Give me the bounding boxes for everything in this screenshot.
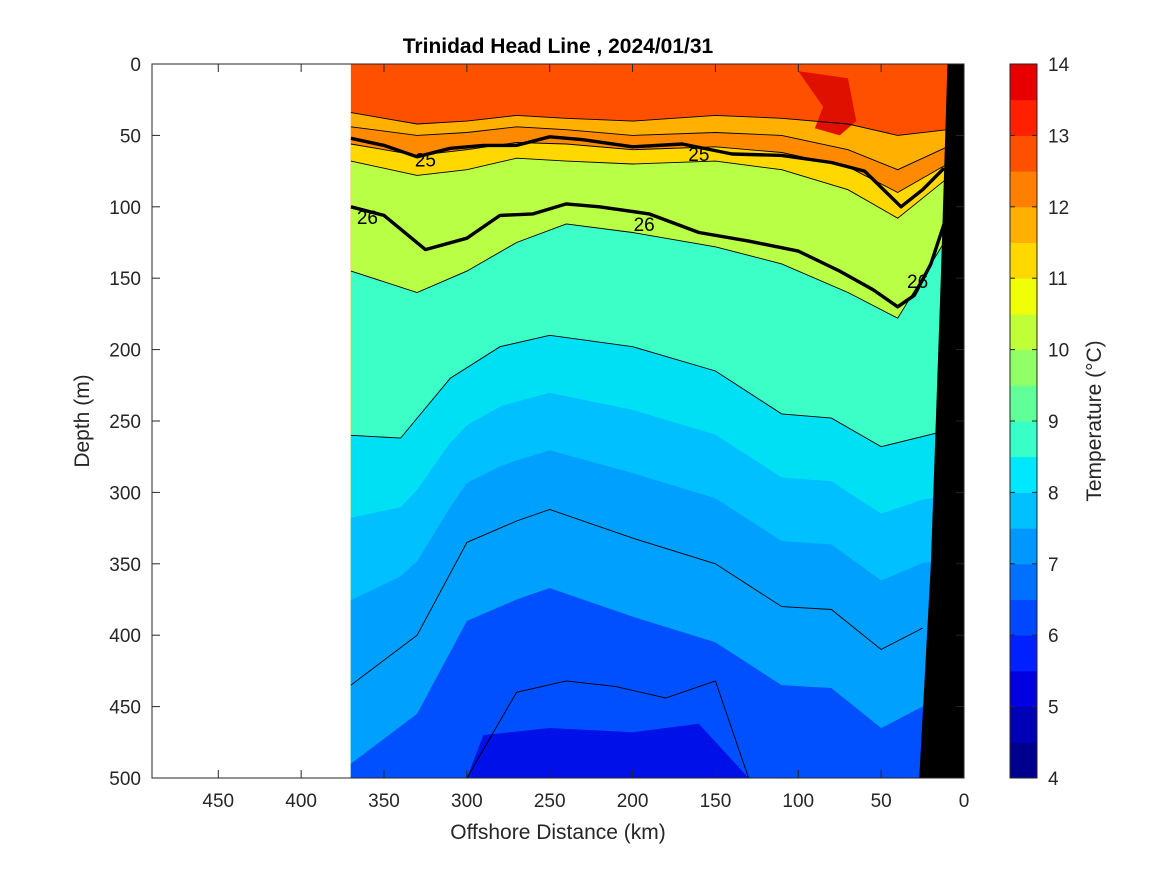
isotherm-line <box>350 112 948 136</box>
y-tick-label: 50 <box>120 126 141 147</box>
colorbar-segment <box>1010 670 1037 708</box>
colorbar-segment <box>1010 171 1037 208</box>
y-tick-label: 300 <box>109 483 141 504</box>
y-tick-label: 350 <box>109 555 141 576</box>
isotherm-line <box>350 509 923 686</box>
y-tick-label: 400 <box>109 626 141 647</box>
colorbar-segment <box>1010 635 1037 672</box>
contour-label: 26 <box>357 208 378 229</box>
isotherm-line <box>350 157 948 219</box>
y-tick-label: 100 <box>109 198 141 219</box>
contour-label: 25 <box>415 151 436 172</box>
isopycnal-contours: 25 25 26 26 26 <box>350 135 946 309</box>
temperature-field <box>350 64 964 778</box>
colorbar-segment <box>1010 99 1037 136</box>
colorbar-segment <box>1010 421 1037 458</box>
contour-label: 25 <box>688 145 709 166</box>
colorbar-segment <box>1010 278 1037 315</box>
axes: 450 400 350 300 250 200 150 100 50 00501001502002… <box>109 55 969 812</box>
y-tick-label: 150 <box>109 269 141 290</box>
colorbar-segment <box>1010 599 1037 636</box>
y-tick-label: 450 <box>109 698 141 719</box>
colorbar-tick-label: 11 <box>1048 269 1068 290</box>
colorbar-segment <box>1010 706 1037 743</box>
colorbar-segment <box>1010 242 1037 279</box>
isotherm-line <box>350 126 948 171</box>
colorbar-label: Temperature (°C) <box>1083 340 1106 501</box>
contour-label: 26 <box>634 215 655 236</box>
colorbar-tick-label: 9 <box>1048 412 1059 433</box>
x-axis-label: Offshore Distance (km) <box>450 821 666 844</box>
x-tick-label: 350 <box>368 791 400 812</box>
x-tick-label: 300 <box>451 791 483 812</box>
x-tick-label: 150 <box>700 791 732 812</box>
temperature-band-13_5 <box>798 71 857 136</box>
y-tick-label: 500 <box>109 769 141 790</box>
isotherm-line <box>350 142 948 194</box>
colorbar-segment <box>1010 456 1037 493</box>
x-tick-label: 450 <box>202 791 234 812</box>
temperature-band-6_5 <box>350 588 948 778</box>
isotherm-line <box>466 680 750 778</box>
bathymetry-shelf <box>919 64 964 778</box>
chart-title: Trinidad Head Line , 2024/01/31 <box>403 35 714 58</box>
colorbar-segment <box>1010 492 1037 529</box>
colorbar: 4 5 6 7 8 9 10 11 12 13 14 <box>1009 55 1070 790</box>
x-tick-label: 0 <box>959 791 970 812</box>
x-tick-label: 200 <box>617 791 649 812</box>
isopycnal-line-26 <box>350 202 946 309</box>
colorbar-segment <box>1010 528 1037 565</box>
isotherm-contours <box>350 112 948 778</box>
colorbar-tick-label: 4 <box>1048 769 1059 790</box>
colorbar-segment <box>1010 563 1037 600</box>
colorbar-tick-label: 14 <box>1048 55 1070 76</box>
y-axis-label: Depth (m) <box>71 374 94 467</box>
temperature-band-5_5 <box>466 723 749 778</box>
colorbar-segment <box>1010 64 1037 101</box>
isopycnal-line-25 <box>350 135 946 209</box>
colorbar-tick-label: 10 <box>1048 341 1069 362</box>
x-tick-label: 400 <box>285 791 317 812</box>
x-tick-label: 250 <box>534 791 566 812</box>
x-tick-label: 50 <box>871 791 892 812</box>
colorbar-segment <box>1010 313 1037 351</box>
contour-label: 26 <box>907 272 928 293</box>
colorbar-segment <box>1010 349 1037 386</box>
colorbar-segment <box>1010 385 1037 422</box>
colorbar-tick-label: 5 <box>1048 698 1059 719</box>
colorbar-segment <box>1010 206 1037 243</box>
isotherm-line <box>350 334 940 448</box>
isotherm-line <box>350 223 945 319</box>
y-tick-label: 250 <box>109 412 141 433</box>
y-tick-label: 0 <box>130 55 141 76</box>
colorbar-tick-label: 8 <box>1048 483 1059 504</box>
colorbar-tick-label: 7 <box>1048 555 1059 576</box>
colorbar-tick-label: 12 <box>1048 198 1069 219</box>
colorbar-tick-label: 6 <box>1048 626 1059 647</box>
colorbar-tick-label: 13 <box>1048 126 1069 147</box>
x-tick-label: 100 <box>782 791 814 812</box>
colorbar-segment <box>1010 742 1037 779</box>
colorbar-segment <box>1010 135 1037 172</box>
y-tick-label: 200 <box>109 341 141 362</box>
